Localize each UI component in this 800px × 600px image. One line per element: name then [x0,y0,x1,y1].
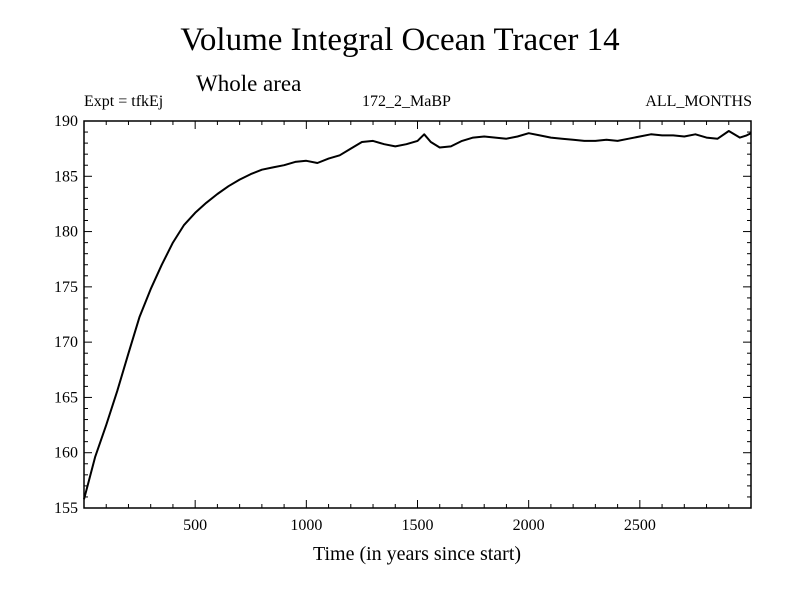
y-tick-label: 180 [54,224,78,241]
x-tick-label: 500 [183,517,207,534]
plot-frame [83,120,752,509]
x-axis-label: Time (in years since start) [313,543,521,565]
x-axis: 500 1000 1500 2000 2500 [105,121,730,534]
chart-title: Volume Integral Ocean Tracer 14 [180,22,620,58]
x-tick-label: 2000 [513,517,545,534]
y-tick-label: 170 [54,334,78,351]
y-tick-label: 175 [54,279,78,296]
y-tick-label: 165 [54,389,78,406]
x-tick-label: 1500 [402,517,434,534]
experiment-label: Expt = tfkEj [84,93,164,110]
y-tick-label: 160 [54,445,78,462]
x-tick-label: 2500 [624,517,656,534]
y-axis: 155 160 165 170 175 180 185 190 [54,113,751,517]
y-tick-label: 185 [54,168,78,185]
period-label: ALL_MONTHS [645,93,752,110]
series-line [83,130,752,500]
y-tick-label: 190 [54,113,78,130]
y-tick-label: 155 [54,500,78,517]
run-label: 172_2_MaBP [362,93,451,110]
chart-subtitle: Whole area [196,71,302,96]
x-tick-label: 1000 [290,517,322,534]
